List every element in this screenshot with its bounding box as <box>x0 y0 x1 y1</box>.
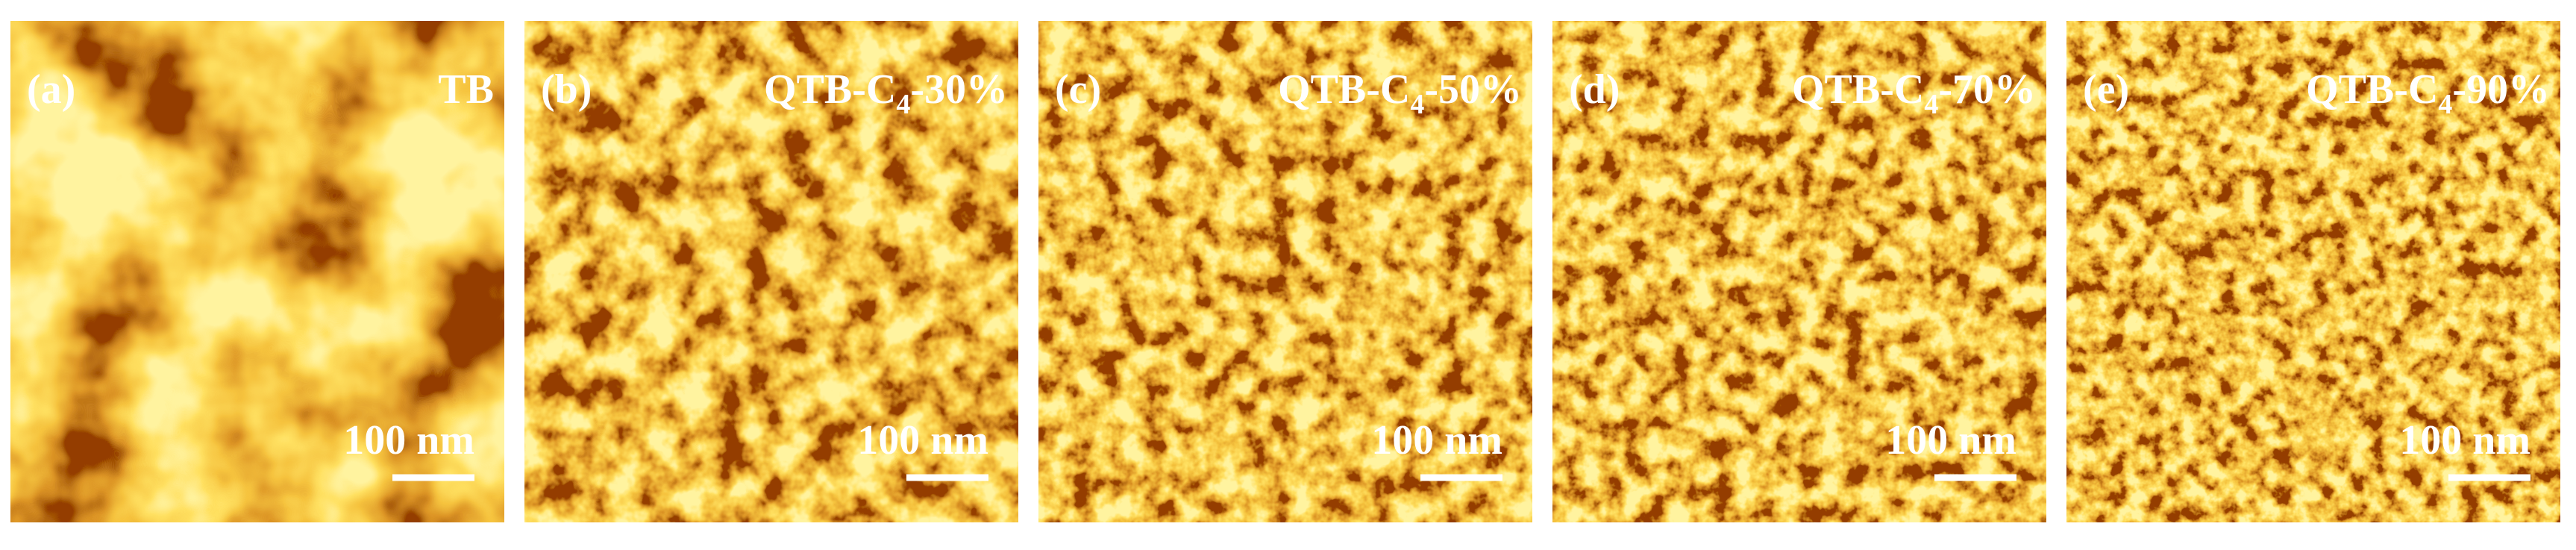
afm-panel: (d) QTB-C4-70% 100 nm <box>1552 21 2046 522</box>
sample-label: QTB-C4-30% <box>764 66 1008 120</box>
afm-panel: (a) TB 100 nm <box>10 21 504 522</box>
label-rest: -30% <box>910 66 1008 113</box>
panel-tag: (e) <box>2083 66 2129 113</box>
label-main: TB <box>438 66 494 113</box>
scale-bar-label: 100 nm <box>1371 417 1502 463</box>
sample-label: TB <box>438 66 494 113</box>
scale-bar-label: 100 nm <box>1885 417 2016 463</box>
label-main: QTB-C <box>1278 66 1410 113</box>
label-main: QTB-C <box>764 66 896 113</box>
scale-bar-label: 100 nm <box>343 417 474 463</box>
label-rest: -50% <box>1424 66 1522 113</box>
afm-image <box>1038 21 1532 522</box>
scale-bar-label: 100 nm <box>2399 417 2530 463</box>
label-sub: 4 <box>2438 89 2452 120</box>
sample-label: QTB-C4-50% <box>1278 66 1522 120</box>
afm-panel: (b) QTB-C4-30% 100 nm <box>524 21 1018 522</box>
label-rest: -90% <box>2452 66 2550 113</box>
afm-image <box>2066 21 2560 522</box>
afm-image <box>1552 21 2046 522</box>
panel-tag: (a) <box>27 66 75 113</box>
label-sub: 4 <box>896 89 910 120</box>
afm-panel: (e) QTB-C4-90% 100 nm <box>2066 21 2560 522</box>
panel-tag: (b) <box>541 66 592 113</box>
afm-image <box>524 21 1018 522</box>
panel-tag: (c) <box>1055 66 1101 113</box>
label-sub: 4 <box>1410 89 1424 120</box>
scale-bar-label: 100 nm <box>857 417 988 463</box>
panel-tag: (d) <box>1569 66 1620 113</box>
label-main: QTB-C <box>2306 66 2438 113</box>
sample-label: QTB-C4-90% <box>2306 66 2550 120</box>
label-sub: 4 <box>1924 89 1938 120</box>
sample-label: QTB-C4-70% <box>1792 66 2036 120</box>
afm-panel: (c) QTB-C4-50% 100 nm <box>1038 21 1532 522</box>
label-main: QTB-C <box>1792 66 1924 113</box>
label-rest: -70% <box>1938 66 2036 113</box>
afm-image <box>10 21 504 522</box>
